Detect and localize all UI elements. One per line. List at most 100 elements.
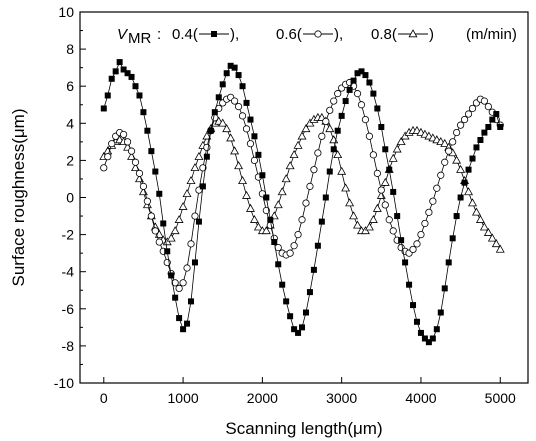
data-point [291, 326, 298, 333]
legend-label: 0.8( [371, 26, 397, 43]
data-point [211, 31, 217, 37]
data-point [187, 240, 195, 248]
data-point [290, 242, 298, 250]
data-point [180, 326, 187, 333]
data-point [325, 124, 335, 133]
data-point [334, 127, 341, 134]
data-point [219, 81, 226, 88]
data-point [120, 66, 127, 73]
data-point [354, 70, 361, 77]
data-point [385, 216, 393, 224]
data-point [310, 166, 318, 174]
data-point [231, 97, 239, 105]
data-point [124, 70, 131, 77]
data-point [475, 214, 485, 223]
data-point [314, 242, 321, 249]
data-point [334, 90, 342, 98]
series-layer [99, 59, 505, 346]
data-point [417, 329, 424, 336]
data-point [481, 129, 488, 136]
data-point [147, 212, 155, 220]
data-point [386, 166, 393, 173]
data-point [497, 124, 504, 131]
data-point [373, 169, 381, 177]
data-point [251, 133, 258, 140]
data-point [100, 105, 107, 112]
data-point [381, 201, 389, 209]
data-point [322, 194, 329, 201]
data-point [170, 226, 180, 235]
legend-close: ), [230, 26, 239, 43]
data-point [238, 175, 248, 185]
data-point [441, 285, 448, 292]
data-point [388, 153, 398, 162]
data-point [471, 207, 481, 216]
data-point [223, 70, 230, 77]
data-point [437, 309, 444, 316]
data-point [330, 97, 338, 105]
data-point [406, 281, 413, 288]
data-point [267, 216, 274, 223]
data-point [128, 73, 135, 80]
x-tick-label: 0 [100, 390, 108, 406]
data-point [394, 213, 401, 220]
y-tick-label: -10 [54, 375, 74, 391]
data-point [362, 72, 369, 79]
data-point [457, 194, 464, 201]
data-point [449, 138, 457, 146]
data-point [271, 239, 278, 246]
data-point [464, 187, 474, 196]
data-point [108, 75, 115, 82]
data-point [199, 183, 206, 190]
data-point [243, 99, 250, 106]
data-point [231, 64, 238, 71]
data-point [164, 248, 171, 255]
data-point [449, 235, 456, 242]
data-point [289, 150, 299, 159]
data-point [179, 279, 187, 287]
axis-layer: 0 1000 2000 3000 4000 5000 10 8 6 4 2 0 -2 -4 -6 -8 -10 [54, 4, 516, 406]
data-point [104, 92, 111, 99]
legend-units: (m/min) [466, 26, 517, 43]
data-point [186, 175, 196, 185]
data-point [361, 115, 370, 124]
data-point [293, 140, 303, 149]
data-point [234, 103, 243, 111]
data-point [152, 168, 159, 175]
data-point [461, 179, 468, 186]
data-point [218, 118, 228, 127]
data-point [279, 281, 286, 288]
data-point [104, 153, 112, 161]
data-point [136, 92, 143, 99]
data-point [227, 62, 234, 69]
data-point [116, 59, 123, 66]
y-tick-label: -6 [62, 301, 75, 317]
x-tick-label: 5000 [485, 390, 516, 406]
data-point [226, 133, 236, 142]
data-point [247, 116, 254, 123]
x-tick-label: 2000 [247, 390, 278, 406]
series-line [103, 82, 501, 290]
data-point [175, 284, 183, 292]
data-point [222, 124, 232, 133]
data-point [489, 116, 496, 123]
data-point [174, 214, 184, 223]
data-point [487, 233, 497, 242]
y-tick-label: 6 [66, 78, 74, 94]
data-point [195, 218, 202, 225]
y-tick-label: 4 [66, 115, 74, 131]
data-point [380, 177, 390, 186]
data-point [473, 144, 480, 151]
data-point [326, 168, 333, 175]
data-point [425, 208, 433, 216]
data-point [333, 150, 343, 159]
data-point [171, 279, 179, 287]
data-point [120, 130, 128, 139]
data-point [413, 318, 420, 325]
data-point [441, 158, 449, 166]
series-filled-square [100, 59, 504, 346]
data-point [477, 136, 484, 143]
data-point [453, 128, 461, 137]
data-point [437, 171, 445, 179]
data-point [298, 216, 306, 224]
